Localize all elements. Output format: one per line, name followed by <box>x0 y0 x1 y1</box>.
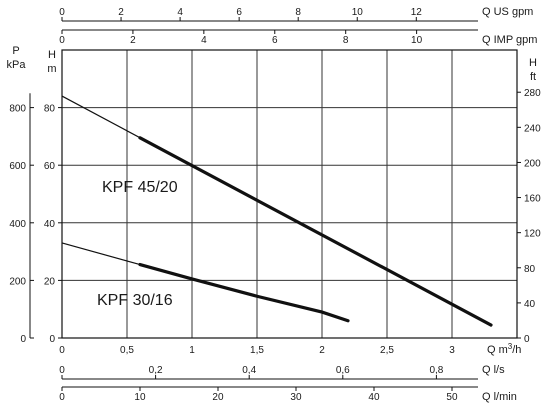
plot-frame <box>61 49 518 339</box>
us-gpm-tick-label: 0 <box>59 7 65 18</box>
y-axis-label-ft-line2: ft <box>530 71 536 83</box>
y-tick-label-ft: 200 <box>524 158 541 169</box>
l-per-min-tick-label: 0 <box>59 392 65 403</box>
x-axis-label-m3h: Q m3/h <box>487 342 521 356</box>
y-tick-label-ft: 240 <box>524 123 541 134</box>
l-per-min-tick-label: 20 <box>212 392 224 403</box>
series-labels: KPF 45/20 KPF 30/16 <box>97 179 178 309</box>
grid <box>62 50 517 338</box>
us-gpm-tick-label: 12 <box>411 7 423 18</box>
imp-gpm-tick-label: 8 <box>343 35 349 46</box>
l-per-s-axis-label: Q l/s <box>482 364 505 376</box>
y-axis-label-m-line2: m <box>47 63 56 75</box>
y-tick-label-kpa: 600 <box>9 161 26 172</box>
axes <box>29 17 521 391</box>
y-tick-label-ft: 280 <box>524 88 541 99</box>
curve-0-operating <box>138 136 493 327</box>
us-gpm-tick-label: 8 <box>295 7 301 18</box>
l-per-s-tick-label: 0 <box>59 365 65 376</box>
y-tick-label-m: 80 <box>44 104 56 115</box>
y-tick-label-ft: 160 <box>524 194 541 205</box>
us-gpm-tick-label: 2 <box>118 7 124 18</box>
y-tick-label-kpa: 0 <box>20 334 26 345</box>
y-axis-label-m-line1: H <box>48 49 56 61</box>
x-tick-label-m3h: 3 <box>449 345 455 356</box>
y-tick-label-ft: 40 <box>524 299 536 310</box>
l-per-min-tick-label: 40 <box>368 392 380 403</box>
us-gpm-tick-label: 6 <box>236 7 242 18</box>
us-gpm-axis-label: Q US gpm <box>482 6 533 18</box>
y-tick-label-m: 40 <box>44 219 56 230</box>
x-tick-label-m3h: 2 <box>319 345 325 356</box>
x-tick-label-m3h: 0,5 <box>120 345 134 356</box>
imp-gpm-tick-label: 2 <box>130 35 136 46</box>
l-per-min-tick-label: 10 <box>134 392 146 403</box>
y-axis-label-kpa-line1: P <box>12 45 19 57</box>
series-label-0: KPF 45/20 <box>102 179 178 196</box>
x-tick-label-m3h: 1 <box>189 345 195 356</box>
y-tick-label-ft: 80 <box>524 264 536 275</box>
y-tick-label-m: 20 <box>44 276 56 287</box>
l-per-min-axis-label: Q l/min <box>482 391 517 403</box>
us-gpm-tick-label: 4 <box>177 7 183 18</box>
curve-1-operating <box>138 262 350 323</box>
x-tick-label-m3h: 2,5 <box>380 345 394 356</box>
series-label-1: KPF 30/16 <box>97 292 173 309</box>
y-tick-label-ft: 120 <box>524 229 541 240</box>
axis-labels: 0 0,5 1 1,5 2 2,5 3 Q m3/h020406080Hm0200400600… <box>7 6 542 403</box>
x-tick-label-m3h: 1,5 <box>250 345 264 356</box>
y-tick-label-kpa: 200 <box>9 276 26 287</box>
l-per-s-tick-label: 0,6 <box>336 365 350 376</box>
x-tick-label-m3h: 0 <box>59 345 65 356</box>
imp-gpm-tick-label: 0 <box>59 35 65 46</box>
y-axis-label-ft-line1: H <box>529 57 537 69</box>
l-per-s-tick-label: 0,4 <box>242 365 256 376</box>
imp-gpm-tick-label: 10 <box>411 35 423 46</box>
us-gpm-tick-label: 10 <box>352 7 364 18</box>
l-per-s-tick-label: 0,2 <box>149 365 163 376</box>
imp-gpm-axis-label: Q IMP gpm <box>482 34 537 46</box>
pump-curves <box>61 95 493 327</box>
l-per-min-tick-label: 30 <box>290 392 302 403</box>
y-tick-label-ft: 0 <box>524 334 530 345</box>
l-per-s-tick-label: 0,8 <box>429 365 443 376</box>
y-tick-label-m: 0 <box>49 334 55 345</box>
imp-gpm-tick-label: 4 <box>201 35 207 46</box>
curve-1-full <box>61 242 141 266</box>
imp-gpm-tick-label: 6 <box>272 35 278 46</box>
y-axis-label-kpa-line2: kPa <box>7 59 27 71</box>
y-tick-label-kpa: 800 <box>9 104 26 115</box>
y-tick-label-m: 60 <box>44 161 56 172</box>
l-per-min-tick-label: 50 <box>446 392 458 403</box>
y-tick-label-kpa: 400 <box>9 219 26 230</box>
